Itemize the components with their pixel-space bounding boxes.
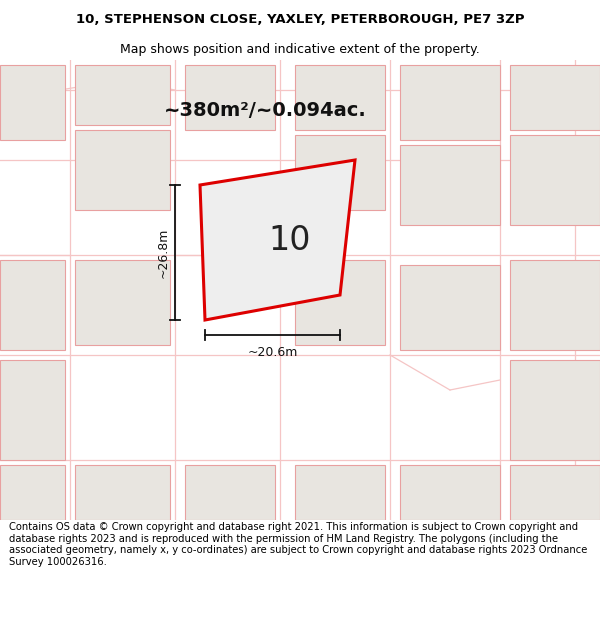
Bar <box>0 360 65 460</box>
Text: ~20.6m: ~20.6m <box>247 346 298 359</box>
Bar <box>295 65 385 130</box>
Bar <box>510 465 600 520</box>
Bar <box>75 465 170 520</box>
Bar <box>510 135 600 225</box>
Bar <box>510 260 600 350</box>
Bar <box>295 260 385 345</box>
Bar <box>295 135 385 210</box>
Text: 10, STEPHENSON CLOSE, YAXLEY, PETERBOROUGH, PE7 3ZP: 10, STEPHENSON CLOSE, YAXLEY, PETERBOROU… <box>76 13 524 26</box>
Bar <box>75 130 170 210</box>
Bar <box>0 260 65 350</box>
Bar <box>400 65 500 140</box>
Bar <box>75 65 170 125</box>
Bar <box>510 65 600 130</box>
Bar <box>295 465 385 520</box>
Bar <box>0 65 65 140</box>
Text: Map shows position and indicative extent of the property.: Map shows position and indicative extent… <box>120 43 480 56</box>
Bar <box>510 360 600 460</box>
Bar <box>400 265 500 350</box>
Bar <box>400 145 500 225</box>
Bar <box>185 65 275 130</box>
Bar <box>75 260 170 345</box>
Text: ~26.8m: ~26.8m <box>157 228 170 278</box>
Text: ~380m²/~0.094ac.: ~380m²/~0.094ac. <box>164 101 367 119</box>
Bar <box>185 465 275 520</box>
Polygon shape <box>200 160 355 320</box>
Bar <box>0 465 65 520</box>
Text: 10: 10 <box>269 224 311 256</box>
Text: Contains OS data © Crown copyright and database right 2021. This information is : Contains OS data © Crown copyright and d… <box>9 522 587 567</box>
Bar <box>400 465 500 520</box>
